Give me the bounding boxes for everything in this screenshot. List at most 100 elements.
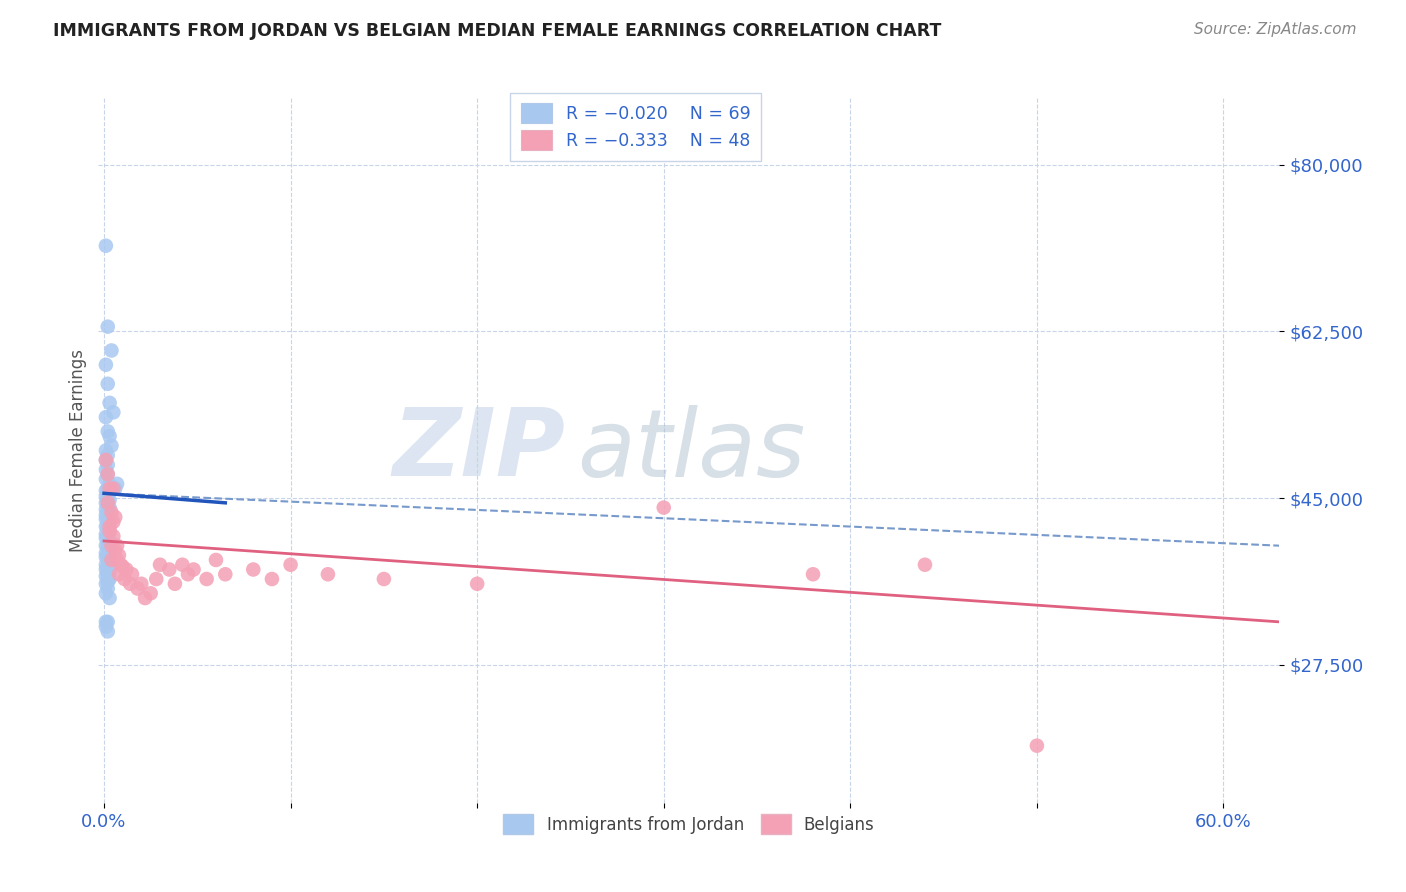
Point xyxy=(98,500,121,515)
Point xyxy=(94,546,117,560)
Point xyxy=(97,615,120,629)
Point xyxy=(157,562,180,576)
Point xyxy=(97,448,120,462)
Point xyxy=(100,553,122,567)
Point xyxy=(260,572,283,586)
Point xyxy=(214,567,236,582)
Point xyxy=(465,576,488,591)
Point xyxy=(131,576,153,591)
Point xyxy=(98,524,121,539)
Point xyxy=(97,482,120,496)
Point xyxy=(94,562,117,576)
Point xyxy=(103,529,125,543)
Point xyxy=(98,556,121,570)
Point xyxy=(280,558,302,572)
Point xyxy=(94,508,117,523)
Point xyxy=(97,505,120,519)
Point xyxy=(94,443,117,458)
Point xyxy=(94,569,117,583)
Point xyxy=(94,453,117,467)
Point xyxy=(195,572,218,586)
Point xyxy=(97,541,120,555)
Point xyxy=(97,376,120,391)
Point xyxy=(801,567,824,582)
Point xyxy=(177,567,200,582)
Point xyxy=(98,533,121,548)
Point xyxy=(98,482,121,496)
Point xyxy=(98,543,121,558)
Point xyxy=(94,519,117,533)
Point xyxy=(98,396,121,410)
Point xyxy=(120,576,142,591)
Point xyxy=(97,496,120,510)
Point xyxy=(97,582,120,596)
Point xyxy=(183,562,205,576)
Point xyxy=(94,483,117,498)
Point xyxy=(94,502,117,516)
Point xyxy=(97,574,120,589)
Point xyxy=(652,500,675,515)
Point xyxy=(94,550,117,565)
Point xyxy=(114,572,136,586)
Point xyxy=(94,619,117,633)
Point xyxy=(97,425,120,439)
Point xyxy=(127,582,149,596)
Point xyxy=(100,343,122,358)
Point xyxy=(97,491,120,505)
Point xyxy=(104,510,127,524)
Point xyxy=(94,558,117,572)
Point xyxy=(97,458,120,472)
Point xyxy=(242,562,264,576)
Text: ZIP: ZIP xyxy=(392,404,565,497)
Point xyxy=(108,567,131,582)
Point xyxy=(139,586,162,600)
Point xyxy=(94,472,117,486)
Point xyxy=(1025,739,1047,753)
Point xyxy=(105,539,128,553)
Point xyxy=(98,572,121,586)
Point xyxy=(94,238,117,252)
Point xyxy=(97,624,120,639)
Point xyxy=(94,539,117,553)
Point xyxy=(97,517,120,532)
Point xyxy=(97,537,120,551)
Point xyxy=(98,476,121,491)
Point xyxy=(145,572,167,586)
Point xyxy=(94,531,117,545)
Y-axis label: Median Female Earnings: Median Female Earnings xyxy=(69,349,87,552)
Point xyxy=(98,566,121,580)
Point xyxy=(97,548,120,562)
Point xyxy=(94,586,117,600)
Point xyxy=(97,510,120,524)
Point xyxy=(94,410,117,425)
Point xyxy=(94,512,117,526)
Point xyxy=(316,567,339,582)
Point xyxy=(103,482,125,496)
Point xyxy=(121,567,143,582)
Point xyxy=(97,567,120,582)
Point xyxy=(149,558,172,572)
Point xyxy=(97,467,120,482)
Point xyxy=(105,553,128,567)
Legend: Immigrants from Jordan, Belgians: Immigrants from Jordan, Belgians xyxy=(496,807,882,840)
Point xyxy=(115,562,138,576)
Point xyxy=(97,486,120,500)
Point xyxy=(134,591,156,605)
Point xyxy=(97,499,120,513)
Point xyxy=(94,576,117,591)
Point xyxy=(98,493,121,508)
Point xyxy=(98,515,121,529)
Point xyxy=(100,539,122,553)
Point xyxy=(111,559,134,574)
Point xyxy=(100,439,122,453)
Text: Source: ZipAtlas.com: Source: ZipAtlas.com xyxy=(1194,22,1357,37)
Point xyxy=(94,358,117,372)
Point xyxy=(98,591,121,605)
Text: IMMIGRANTS FROM JORDAN VS BELGIAN MEDIAN FEMALE EARNINGS CORRELATION CHART: IMMIGRANTS FROM JORDAN VS BELGIAN MEDIAN… xyxy=(53,22,942,40)
Point xyxy=(110,558,132,572)
Point xyxy=(97,553,120,567)
Point xyxy=(94,527,117,541)
Point xyxy=(98,519,121,533)
Point xyxy=(103,515,125,529)
Point xyxy=(108,548,131,562)
